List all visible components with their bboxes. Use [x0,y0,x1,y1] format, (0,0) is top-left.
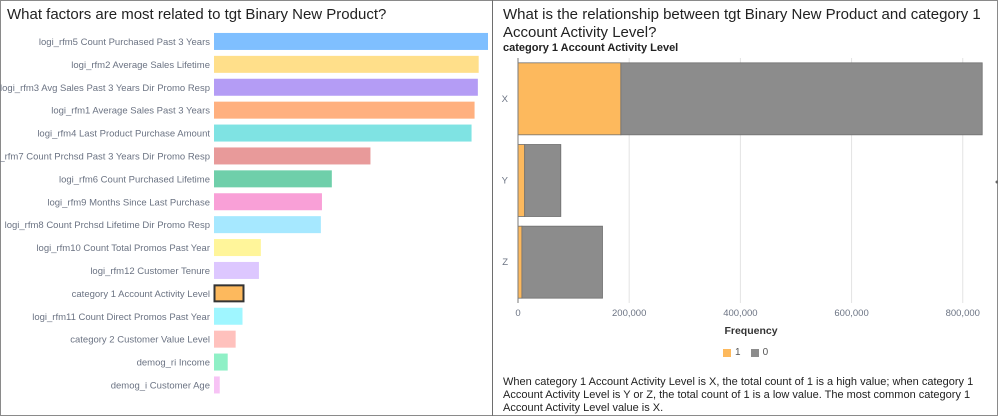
legend-swatch-1 [723,348,731,357]
relationship-title: What is the relationship between tgt Bin… [503,6,981,41]
factor-label: category 2 Customer Value Level [70,335,210,346]
factor-bar[interactable] [214,101,475,119]
relationship-chart: 0 200,000 400,000 600,000 800,000 X Y Z Frequenc… [502,58,983,337]
stacked-bar-segment[interactable] [517,62,622,136]
stacked-bar-segment[interactable] [517,225,523,299]
x-tick-label: 400,000 [723,308,757,319]
factor-bar[interactable] [214,216,321,234]
factor-label: logi_rfm4 Last Product Purchase Amount [37,129,210,140]
legend-label-1: 1 [735,347,741,358]
factor-label: logi_rfm10 Count Total Promos Past Year [36,243,210,254]
panel-divider [492,0,493,416]
factor-label: logi_rfm12 Customer Tenure [90,266,210,277]
factor-bar[interactable] [214,124,472,142]
factor-bar[interactable] [214,32,488,50]
factor-label: demog_i Customer Age [111,380,210,391]
factor-label: logi_rfm6 Count Purchased Lifetime [59,174,210,185]
factors-title: What factors are most related to tgt Bin… [7,6,387,23]
x-tick-label: 0 [515,308,520,319]
factor-label: logi_rfm1 Average Sales Past 3 Years [51,106,210,117]
factor-bar[interactable] [214,284,243,302]
x-tick-label: 600,000 [834,308,868,319]
legend-item-0[interactable]: 0 [750,347,769,358]
factor-label: demog_ri Income [137,358,210,369]
resize-handle[interactable] [992,175,998,187]
legend-item-1[interactable]: 1 [723,347,741,358]
factor-label: category 1 Account Activity Level [72,289,210,300]
factor-label: logi_rfm9 Months Since Last Purchase [47,197,210,208]
factors-chart: logi_rfm5 Count Purchased Past 3 Years lo… [0,32,488,394]
factor-bar-selection-outline [213,284,245,303]
x-tick-label: 200,000 [612,308,646,319]
factor-bar[interactable] [214,261,259,279]
legend-swatch-0 [750,348,759,357]
factor-label: logi_rfm5 Count Purchased Past 3 Years [39,37,210,48]
x-axis-title: Frequency [724,325,777,337]
factors-panel: What factors are most related to tgt Bin… [0,0,492,416]
relationship-panel: What is the relationship between tgt Bin… [493,0,998,416]
factor-bar[interactable] [214,147,371,165]
factor-label: logi_rfm3 Avg Sales Past 3 Years Dir Pro… [0,83,210,94]
factor-label: logi_rfm2 Average Sales Lifetime [71,60,210,71]
stacked-bar-segment[interactable] [620,62,983,136]
y-tick-label: X [502,94,509,105]
stacked-bar-segment[interactable] [517,144,526,217]
y-tick-label: Y [502,176,509,187]
factor-bar[interactable] [214,307,243,325]
resize-handle-icon [995,180,998,184]
factor-label: logi_rfm11 Count Direct Promos Past Year [32,312,210,323]
summary-text: When category 1 Account Activity Level i… [503,376,974,414]
y-axis-title: category 1 Account Activity Level [503,42,679,54]
factor-label: logi_rfm7 Count Prchsd Past 3 Years Dir … [0,151,210,162]
factor-bar[interactable] [214,239,261,257]
factor-label: logi_rfm8 Count Prchsd Lifetime Dir Prom… [5,220,210,231]
factor-bar[interactable] [214,170,332,188]
factor-bar[interactable] [214,376,220,394]
factor-bar[interactable] [214,330,236,348]
legend-label-0: 0 [762,347,769,358]
factor-bar[interactable] [214,193,322,211]
factor-bar[interactable] [214,55,479,73]
stacked-bar-segment[interactable] [521,225,603,299]
x-tick-label: 800,000 [946,308,980,319]
factor-bar[interactable] [214,78,478,96]
y-tick-label: Z [502,257,508,268]
chart-legend: 1 0 [723,347,768,358]
stacked-bar-segment[interactable] [524,144,562,217]
factor-bar[interactable] [214,353,228,371]
